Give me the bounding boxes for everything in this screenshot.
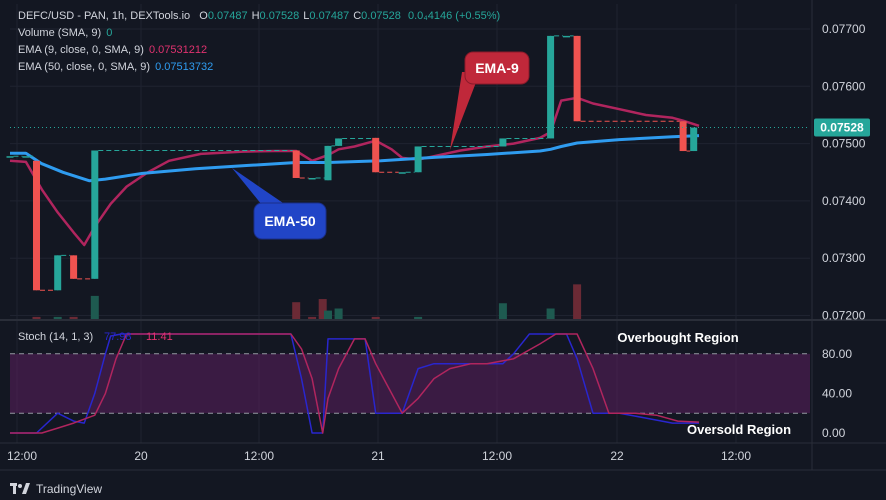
ema50-legend-line: EMA (50, close, 0, SMA, 9) 0.07513732 — [18, 61, 213, 73]
volume-bar — [308, 316, 317, 319]
ema50-label: EMA (50, close, 0, SMA, 9) — [18, 61, 151, 73]
price-tick-label: 0.07700 — [822, 22, 866, 36]
stoch-legend-label: Stoch (14, 1, 3) — [18, 331, 93, 343]
candle-body — [690, 127, 698, 152]
stoch-k-value: 77.98 — [104, 331, 132, 343]
candle-body — [563, 35, 570, 38]
brand-label: TradingView — [36, 482, 103, 496]
stoch-d-line — [10, 333, 700, 434]
ema9-line — [9, 96, 700, 247]
candle-body — [547, 35, 555, 139]
candle-body — [54, 255, 62, 291]
main-legend-line: DEFC/USD - PAN, 1h, DEXTools.io O0.07487… — [18, 10, 500, 22]
price-tick-label: 0.07300 — [822, 251, 866, 265]
volume-bar — [371, 316, 380, 319]
ema50-badge-label: EMA-50 — [264, 213, 316, 229]
ohlc-key-o: O — [199, 10, 208, 22]
volume-bar — [546, 308, 555, 319]
price-tick-label: 0.07600 — [822, 79, 866, 93]
ohlc-value-o: 0.07487 — [207, 10, 248, 22]
candle-body — [398, 172, 406, 174]
volume-legend-line: Volume (SMA, 9) 0 — [18, 27, 112, 39]
volume-bar — [90, 295, 99, 319]
candle-body — [335, 138, 343, 146]
candle-body — [308, 177, 316, 180]
candle-body — [22, 156, 30, 158]
volume-bar — [414, 316, 423, 319]
ema9-label: EMA (9, close, 0, SMA, 9) — [18, 44, 144, 56]
time-tick-label: 12:00 — [482, 449, 512, 463]
candle-body — [499, 138, 507, 147]
oversold-label: Oversold Region — [687, 422, 791, 437]
volume-label: Volume (SMA, 9) — [18, 27, 102, 39]
volume-value: 0 — [106, 27, 113, 39]
stoch-k-line — [10, 333, 699, 434]
tradingview-footer[interactable]: TradingView — [10, 479, 102, 499]
candle-body — [6, 156, 14, 158]
ema50-badge-pointer — [232, 168, 286, 205]
candle-body — [292, 150, 300, 178]
ema9-legend-line: EMA (9, close, 0, SMA, 9) 0.07531212 — [18, 44, 207, 56]
price-tick-label: 0.07200 — [822, 309, 866, 323]
time-tick-label: 20 — [134, 449, 148, 463]
ema50-badge — [253, 202, 327, 240]
time-tick-label: 12:00 — [7, 449, 37, 463]
stoch-tick-label: 40.00 — [822, 386, 852, 400]
candle-body — [70, 255, 78, 279]
candle-body — [372, 137, 380, 173]
volume-bar — [324, 310, 332, 319]
candle-body — [33, 160, 40, 291]
time-tick-label: 21 — [371, 449, 385, 463]
candle-body — [91, 150, 99, 279]
ema9-value: 0.07531212 — [149, 44, 208, 56]
current-price-tag — [814, 118, 870, 137]
current-price-label: 0.07528 — [820, 121, 864, 135]
volume-bar — [334, 308, 343, 319]
volume-bar — [573, 284, 582, 319]
volume-bar — [69, 316, 78, 319]
stoch-band — [10, 353, 810, 414]
ohlc-key-l: L — [303, 10, 310, 22]
tradingview-logo-icon — [10, 483, 30, 494]
candle-body — [414, 146, 422, 173]
candle-body — [679, 121, 687, 152]
volume-bar — [498, 303, 507, 319]
volume-bar — [32, 316, 41, 319]
change-value: 0.0₄4146 (+0.55%) — [407, 10, 501, 22]
ema50-line — [10, 134, 700, 183]
ohlc-value-l: 0.07487 — [309, 10, 350, 22]
ema9-badge-pointer — [450, 72, 480, 150]
price-tick-label: 0.07500 — [822, 137, 866, 151]
volume-bar — [292, 302, 301, 319]
ema50-value: 0.07513732 — [155, 61, 214, 73]
ema9-badge-label: EMA-9 — [475, 60, 519, 76]
time-tick-label: 12:00 — [244, 449, 274, 463]
ohlc-key-c: C — [353, 10, 362, 22]
stoch-d-value: 11.41 — [146, 331, 173, 343]
stoch-tick-label: 80.00 — [822, 347, 852, 361]
ohlc-value-c: 0.07528 — [361, 10, 401, 22]
price-tick-label: 0.07400 — [822, 194, 866, 208]
candle-body — [324, 145, 332, 181]
time-tick-label: 22 — [610, 449, 624, 463]
stoch-tick-label: 0.00 — [822, 426, 846, 440]
volume-bar — [53, 316, 62, 319]
candle-body — [573, 35, 581, 122]
ema9-badge — [464, 51, 530, 85]
ohlc-value-h: 0.07528 — [259, 10, 300, 22]
symbol-label: DEFC/USD - PAN, 1h, DEXTools.io — [18, 10, 191, 22]
volume-bar — [318, 299, 327, 319]
time-tick-label: 12:00 — [721, 449, 751, 463]
overbought-label: Overbought Region — [617, 330, 738, 345]
ohlc-key-h: H — [251, 10, 260, 22]
